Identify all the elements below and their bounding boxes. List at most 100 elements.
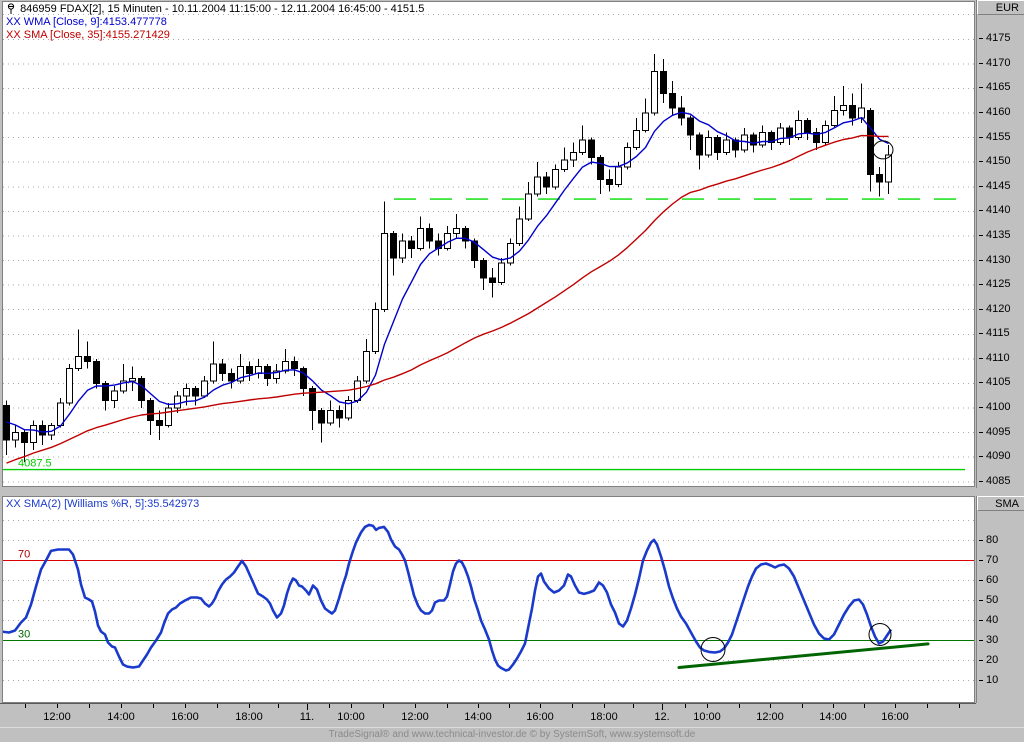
time-tick [895, 704, 896, 708]
price-tick-label: 4155 [986, 130, 1011, 143]
price-tick [979, 407, 983, 409]
indicator-axis[interactable]: SMA 80 70 60 50 40 30 20 10 [976, 496, 1024, 703]
chart-title-text: 846959 FDAX[2], 15 Minuten - 10.11.2004 … [20, 3, 425, 15]
time-tick [217, 704, 218, 708]
main-chart-pane[interactable]: 4087.5 846959 FDAX[2], 15 Minuten - 10.1… [2, 1, 975, 487]
price-tick-label: 4145 [986, 179, 1011, 192]
time-tick [959, 704, 960, 708]
indicator-tick [979, 599, 983, 601]
indicator-tick-label: 10 [986, 673, 999, 686]
time-tick [153, 704, 154, 708]
indicator-tick [979, 559, 983, 561]
time-tick [415, 704, 416, 708]
price-tick-label: 4130 [986, 253, 1011, 266]
time-tick-label: 11. [299, 711, 315, 723]
time-tick [833, 704, 834, 708]
price-tick [979, 136, 983, 138]
day-boundary-tick [662, 704, 663, 710]
price-tick-label: 4135 [986, 228, 1011, 241]
indicator-tick [979, 639, 983, 641]
price-tick-label: 4100 [986, 401, 1011, 414]
time-tick [802, 704, 803, 708]
svg-text:30: 30 [18, 629, 30, 641]
price-tick [979, 284, 983, 286]
indicator-tick [979, 679, 983, 681]
price-tick-label: 4085 [986, 474, 1011, 487]
time-tick [478, 704, 479, 708]
time-tick [447, 704, 448, 708]
price-tick [979, 382, 983, 384]
time-tick-label: 16:00 [171, 711, 199, 723]
time-tick [25, 704, 26, 708]
status-bar: TradeSignal® and www.technical-investor.… [0, 727, 1024, 742]
indicator-pane[interactable]: 70 30 XX SMA(2) [Williams %R, 5]:35.54297… [2, 496, 975, 703]
price-tick [979, 210, 983, 212]
axis-corner [976, 703, 1024, 727]
svg-text:4087.5: 4087.5 [18, 458, 52, 470]
time-tick [685, 704, 686, 708]
price-axis[interactable]: EUR 4175 4170 4165 4160 4155 4150 4145 4140 4135… [976, 0, 1024, 488]
indicator-tick-label: 60 [986, 573, 999, 586]
williams-indicator-label[interactable]: XX SMA(2) [Williams %R, 5]:35.542973 [6, 498, 200, 510]
indicator-tick-label: 40 [986, 613, 999, 626]
indicator-chart-canvas: 70 30 [3, 520, 974, 681]
wma-indicator-label[interactable]: XX WMA [Close, 9]:4153.477778 [6, 16, 167, 28]
day-boundary-tick [307, 704, 308, 710]
price-tick-label: 4095 [986, 425, 1011, 438]
price-tick [979, 456, 983, 458]
price-tick [979, 112, 983, 114]
time-tick [89, 704, 90, 708]
time-tick-label: 10:00 [693, 711, 721, 723]
time-tick [121, 704, 122, 708]
indicator-tick [979, 539, 983, 541]
time-tick-label: 16:00 [526, 711, 554, 723]
time-tick [57, 704, 58, 708]
indicator-tick [979, 659, 983, 661]
sma-indicator-label[interactable]: XX SMA [Close, 35]:4155.271429 [6, 29, 170, 41]
time-tick [540, 704, 541, 708]
indicator-tick-label: 30 [986, 633, 999, 646]
time-tick [864, 704, 865, 708]
time-tick [278, 704, 279, 708]
price-tick-label: 4170 [986, 56, 1011, 69]
time-tick-label: 18:00 [235, 711, 263, 723]
price-tick [979, 38, 983, 40]
time-tick [249, 704, 250, 708]
price-tick-label: 4150 [986, 155, 1011, 168]
time-tick [739, 704, 740, 708]
status-bar-text: TradeSignal® and www.technical-investor.… [328, 729, 696, 740]
time-axis[interactable]: 12:00 14:00 16:00 18:00 11. 10:00 12:00 14:00 16… [0, 703, 976, 727]
price-tick-label: 4090 [986, 450, 1011, 463]
time-tick [927, 704, 928, 708]
time-tick-label: 12:00 [756, 711, 784, 723]
time-tick-label: 12:00 [401, 711, 429, 723]
price-tick [979, 259, 983, 261]
price-tick-label: 4115 [986, 327, 1010, 340]
price-tick [979, 62, 983, 64]
price-tick [979, 234, 983, 236]
svg-text:70: 70 [18, 549, 30, 561]
price-tick [979, 357, 983, 359]
time-tick [185, 704, 186, 708]
time-tick-label: 14:00 [819, 711, 847, 723]
time-tick [770, 704, 771, 708]
price-tick-label: 4160 [986, 106, 1011, 119]
price-tick-label: 4110 [986, 351, 1010, 364]
price-tick-label: 4105 [986, 376, 1011, 389]
indicator-tick-label: 50 [986, 593, 999, 606]
time-tick-label: 14:00 [464, 711, 492, 723]
time-tick-label: 10:00 [337, 711, 365, 723]
time-tick-label: 16:00 [881, 711, 909, 723]
price-tick [979, 308, 983, 310]
price-tick [979, 185, 983, 187]
time-tick [707, 704, 708, 708]
time-tick-label: 14:00 [107, 711, 135, 723]
price-chart-canvas: 4087.5 [3, 14, 974, 483]
price-tick-label: 4175 [986, 32, 1011, 45]
time-tick-label: 12. [654, 711, 670, 723]
price-tick-label: 4120 [986, 302, 1011, 315]
indicator-tick [979, 619, 983, 621]
price-tick-label: 4165 [986, 81, 1011, 94]
price-tick [979, 431, 983, 433]
